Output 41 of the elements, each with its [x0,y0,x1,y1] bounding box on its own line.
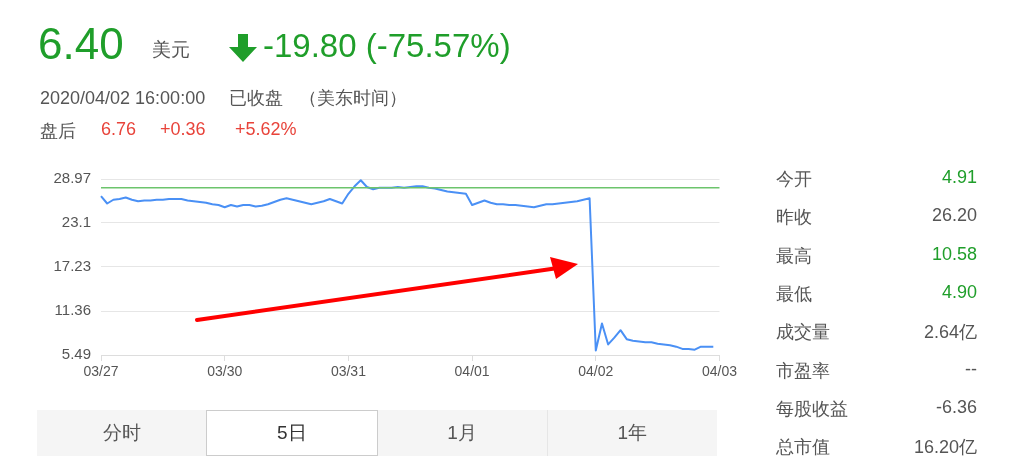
text: 2.64亿 [922,321,977,345]
text: 2020/04/02 16:00:00 [40,88,206,108]
chart-title: 6.40 [38,18,124,70]
text: -- [964,358,977,380]
text: +0.36 [160,119,206,140]
text: 今开 [776,168,812,191]
x-tick-label: 04/02 [578,363,614,380]
y-tick-label: 11.36 [54,301,91,319]
text: 4.90 [940,281,977,303]
x-tick-label: 04/01 [454,363,490,380]
text: 26.20 [930,205,977,227]
text: 1月 [446,421,478,445]
text: 盘后 [40,120,76,143]
text: 已收盘 [229,88,284,108]
x-tick-label: 03/31 [330,363,367,380]
y-tick-label: 17.23 [53,257,91,275]
text: 市盈率 [776,359,830,383]
text: （美东时间） [299,88,408,108]
text: -19.80 (-75.57%) [263,27,511,65]
text: 10.58 [930,243,977,265]
y-tick-label: 5.49 [61,345,91,363]
text: 昨收 [776,206,812,230]
text: 6.76 [101,119,137,140]
text: 分时 [101,421,142,445]
text: 16.20亿 [912,436,977,460]
text: 成交量 [776,321,830,345]
text: 4.91 [940,167,977,188]
text: 每股收益 [776,397,848,421]
y-tick-label: 23.1 [61,213,91,231]
x-tick-label: 04/03 [701,363,738,380]
text: 5日 [206,410,378,456]
text: +5.62% [235,119,297,140]
text: 总市值 [776,436,830,460]
text: 美元 [152,38,190,62]
x-tick-label: 03/27 [83,363,119,380]
text: 最低 [776,282,812,306]
text: 1年 [546,410,717,456]
x-tick-label: 03/30 [207,363,243,380]
text: -6.36 [934,396,977,418]
text: 最高 [776,244,812,268]
y-tick-label: 28.97 [53,169,91,187]
